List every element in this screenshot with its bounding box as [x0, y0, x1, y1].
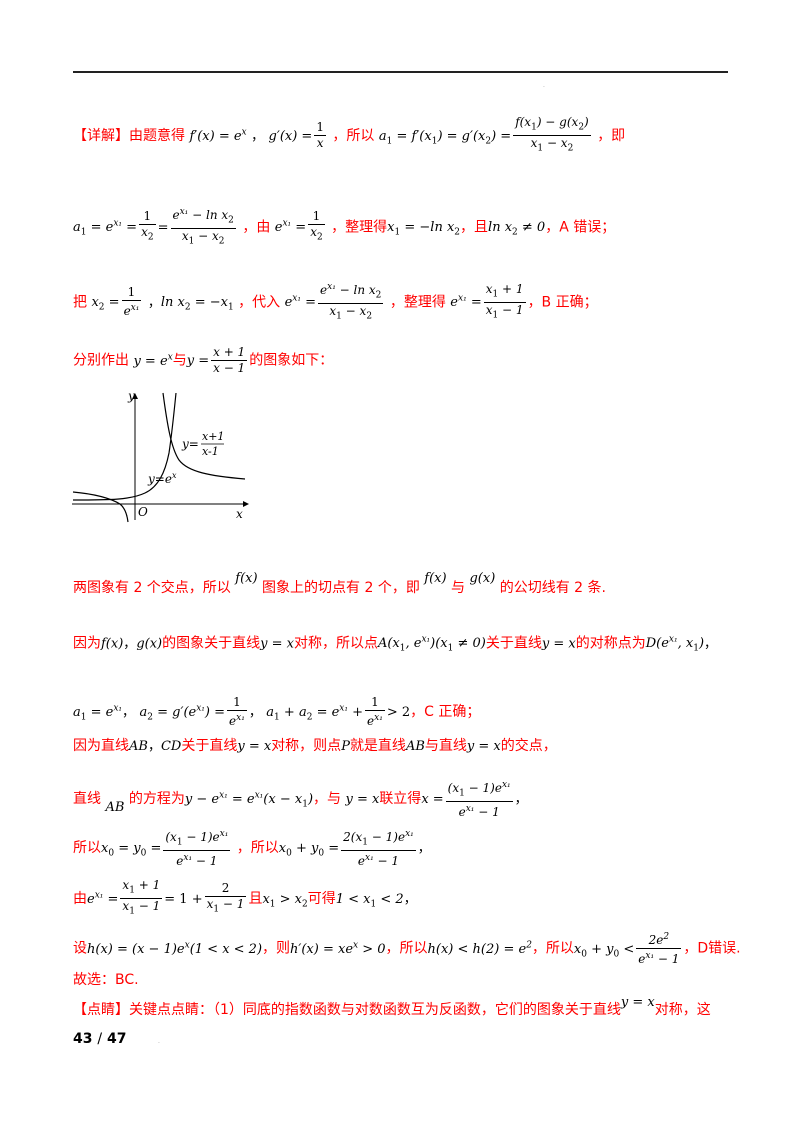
rational-den: x-1 — [202, 445, 219, 458]
rational-right-branch — [162, 392, 246, 480]
line-1: 【详解】由题意得 f′(x) = ex ， g′(x) = 1 x ，所以 a1 =… — [73, 115, 626, 154]
line-13-answer: 故选：BC. — [73, 972, 139, 988]
line-12: 设h(x) = (x − 1)ex(1 < x < 2)，则h′(x) = xe… — [73, 932, 741, 966]
key-tag: 【点睛】 — [73, 1002, 129, 1018]
line-9: 直线 AB 的方程为y − ex₁ = ex₁(x − x1)，与 y = x联… — [73, 780, 528, 820]
speck: . — [543, 82, 545, 89]
line-10: 所以x0 = y0 = (x1 − 1)ex₁ ex₁ − 1 ，所以x0 + y0… — [73, 829, 431, 869]
detail-tag: 【详解】 — [73, 127, 129, 144]
exp-curve-label: y=ex — [147, 471, 177, 486]
origin-label: O — [138, 505, 148, 519]
rational-left-branch — [72, 491, 129, 523]
line-5: 两图象有 2 个交点，所以 f(x) 图象上的切点有 2 个，即 f(x) 与 … — [73, 571, 606, 596]
line-3: 把 x2 = 1 ex₁ ，ln x2 = −x1 ，代入 ex₁ = ex₁ − l… — [73, 281, 598, 322]
y-axis-label: y — [127, 389, 135, 403]
line-2: a1 = ex₁ = 1 x2 = ex₁ − ln x2 x1 − x2 ，由 ex₁ … — [73, 207, 616, 247]
exp-curve — [72, 392, 177, 501]
line-6: 因为f(x)，g(x)的图象关于直线y = x对称，所以点A(x1, ex₁)(… — [73, 635, 718, 654]
x-axis-label: x — [236, 507, 243, 521]
page-number: 43 / 47 — [73, 1031, 127, 1047]
line-8: 因为直线AB，CD关于直线y = x对称，则点P就是直线AB与直线y = x的交… — [73, 738, 557, 754]
line-14: 【点睛】关键点点睛：（1）同底的指数函数与对数函数互为反函数，它们的图象关于直线… — [73, 995, 711, 1018]
function-graph: y x O y=ex y= x+1 x-1 — [72, 389, 249, 523]
header-rule — [73, 71, 728, 73]
line-7: a1 = ex₁， a2 = g′(ex₁) = 1 ex₁， a1 + a2 = … — [73, 695, 481, 728]
rational-curve-label: y= — [181, 437, 199, 451]
line-11: 由ex₁ = x1 + 1 x1 − 1 = 1 +2 x1 − 1 且x1 > x2可得… — [73, 878, 417, 917]
rational-num: x+1 — [202, 430, 224, 443]
speck: . — [158, 1038, 160, 1045]
